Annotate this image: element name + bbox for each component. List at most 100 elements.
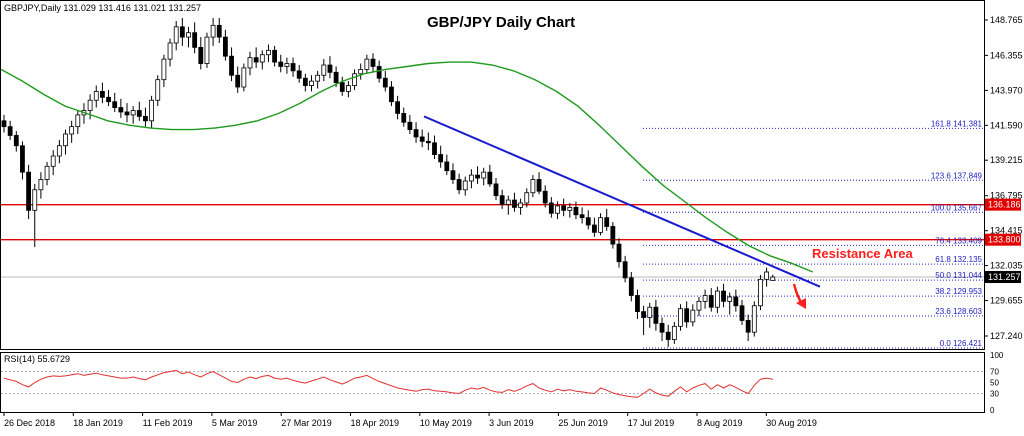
price-tick-label: 148.765 — [990, 15, 1023, 25]
candle — [69, 120, 75, 143]
price-tick-label: 146.355 — [990, 50, 1023, 60]
chart-title: GBP/JPY Daily Chart — [427, 14, 575, 31]
candle — [665, 324, 671, 347]
candles-layer — [1, 18, 776, 347]
time-tick-label: 18 Jan 2019 — [73, 418, 123, 428]
horizontal-levels-layer — [1, 204, 984, 278]
candle — [505, 195, 511, 215]
svg-text:136.186: 136.186 — [988, 200, 1021, 210]
candle — [186, 26, 191, 48]
candle — [604, 208, 610, 231]
candle — [733, 289, 739, 312]
candle — [579, 207, 585, 224]
time-tick-label: 25 Jun 2019 — [558, 418, 608, 428]
candle — [487, 164, 493, 187]
candle — [438, 145, 444, 168]
candle — [382, 70, 388, 92]
svg-text:133.800: 133.800 — [988, 235, 1021, 245]
candle — [598, 213, 603, 236]
candle — [26, 164, 32, 220]
candle — [143, 107, 148, 127]
candle — [339, 76, 345, 96]
candle — [444, 154, 450, 176]
candle — [419, 129, 425, 148]
time-tick-label: 27 Mar 2019 — [281, 418, 332, 428]
candle — [468, 169, 474, 189]
price-tick-label: 141.590 — [990, 120, 1023, 130]
svg-text:131.257: 131.257 — [988, 272, 1021, 282]
candle — [13, 131, 19, 152]
candle — [462, 176, 468, 196]
candle — [770, 274, 776, 281]
candle — [229, 47, 234, 82]
candle — [198, 37, 204, 70]
candle — [106, 89, 111, 107]
fib-level-label: 50.0 131.044 — [935, 271, 982, 280]
candle — [222, 29, 228, 61]
candle — [38, 172, 44, 199]
candle — [530, 175, 536, 198]
fib-level-label: 100.0 135.667 — [931, 203, 983, 212]
candle — [684, 301, 690, 328]
candle — [715, 286, 720, 314]
candle — [628, 271, 634, 302]
time-tick-label: 8 Aug 2019 — [697, 418, 743, 428]
candle — [401, 107, 407, 127]
time-tick-label: 10 May 2019 — [420, 418, 472, 428]
fibonacci-layer: 161.8 141.381 123.6 137.849 100.0 135.667 7… — [643, 119, 984, 349]
candle — [635, 289, 640, 319]
candle — [1, 114, 7, 133]
candle — [622, 255, 628, 283]
fib-level-label: 0.0 126.421 — [940, 339, 983, 348]
rsi-tick-label: 100 — [990, 351, 1004, 360]
candle — [542, 185, 548, 208]
candle — [653, 299, 659, 331]
candle — [499, 189, 505, 209]
candle — [321, 59, 327, 82]
candle — [364, 54, 370, 74]
candle — [751, 301, 757, 337]
candle — [20, 141, 25, 180]
candle — [124, 103, 130, 123]
candle — [702, 289, 708, 309]
candle — [389, 81, 394, 107]
moving-average-line — [0, 61, 814, 273]
fib-level-label: 61.8 132.135 — [935, 255, 982, 264]
candle — [352, 69, 357, 90]
candle — [309, 75, 314, 92]
time-tick-label: 5 Mar 2019 — [212, 418, 258, 428]
moving-average-layer — [0, 61, 814, 273]
candle — [272, 45, 278, 67]
candle — [567, 202, 573, 218]
candle — [100, 82, 105, 104]
candle — [266, 44, 271, 63]
candle — [764, 267, 769, 287]
candle — [44, 161, 50, 186]
candle — [432, 135, 437, 159]
candle — [173, 20, 179, 51]
candle — [210, 18, 216, 46]
candle — [696, 296, 702, 317]
rsi-tick-label: 50 — [990, 379, 999, 388]
candle — [290, 57, 296, 77]
candle — [370, 53, 376, 73]
candle — [493, 178, 499, 201]
resistance-price-tag: 136.186 — [985, 198, 1021, 211]
fib-level-label: 123.6 137.849 — [931, 171, 983, 180]
candle — [407, 114, 413, 134]
candle — [555, 201, 560, 220]
candle — [284, 57, 290, 74]
time-tick-label: 30 Aug 2019 — [766, 418, 817, 428]
candle — [296, 64, 302, 83]
rsi-pane-border — [0, 352, 985, 413]
fib-level-label: 161.8 141.381 — [931, 119, 983, 128]
candle — [739, 299, 745, 325]
time-axis: 26 Dec 2018 18 Jan 2019 11 Feb 2019 5 Mar 2… — [3, 412, 817, 428]
resistance-area-label: Resistance Area — [812, 246, 913, 261]
candle — [118, 98, 124, 118]
candle — [524, 188, 530, 208]
candle — [179, 18, 185, 46]
